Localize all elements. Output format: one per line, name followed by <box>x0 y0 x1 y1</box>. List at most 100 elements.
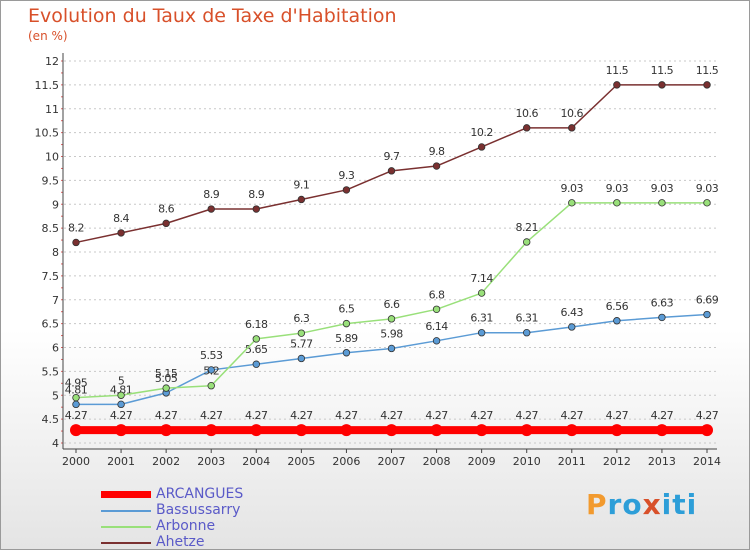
data-point <box>477 328 486 337</box>
data-label: 8.6 <box>158 202 174 215</box>
data-label: 4.81 <box>110 383 133 396</box>
data-point <box>207 382 215 390</box>
data-point <box>703 81 711 89</box>
data-label: 4.27 <box>515 409 538 422</box>
data-point <box>613 81 621 89</box>
data-label: 4.27 <box>470 409 493 422</box>
y-tick-label: 4 <box>52 437 59 450</box>
y-tick-label: 9.5 <box>42 174 60 187</box>
data-point <box>117 391 125 399</box>
data-point <box>207 205 215 213</box>
data-point <box>568 199 576 207</box>
x-tick-label: 2014 <box>693 455 721 468</box>
x-tick-label: 2009 <box>468 455 496 468</box>
data-point <box>70 424 82 437</box>
data-point <box>117 400 125 409</box>
data-label: 6.3 <box>293 312 309 325</box>
logo-letter: r <box>607 488 623 521</box>
data-label: 4.27 <box>290 409 313 422</box>
y-tick-label: 11 <box>45 103 59 116</box>
data-label: 6.6 <box>384 298 400 311</box>
data-label: 5.53 <box>200 349 223 362</box>
data-point <box>297 195 306 204</box>
x-tick-label: 2005 <box>287 455 315 468</box>
legend-swatch <box>101 542 151 544</box>
data-label: 6.8 <box>429 288 445 301</box>
data-label: 4.81 <box>65 383 88 396</box>
data-point <box>72 238 80 247</box>
data-point <box>432 305 441 313</box>
y-tick-label: 8.5 <box>42 222 60 235</box>
y-tick-label: 10 <box>45 151 59 164</box>
data-label: 4.27 <box>155 409 178 422</box>
data-point <box>475 424 488 437</box>
x-tick-label: 2000 <box>62 455 90 468</box>
data-point <box>72 400 80 409</box>
data-point <box>252 335 260 343</box>
logo-letter: o <box>622 488 643 521</box>
data-point <box>565 424 578 437</box>
data-point <box>297 329 306 337</box>
data-label: 6.31 <box>515 312 538 325</box>
data-label: 4.27 <box>335 409 358 422</box>
data-label: 6.43 <box>561 306 584 319</box>
data-point <box>655 424 668 437</box>
data-label: 6.14 <box>425 320 448 333</box>
logo-letter: i <box>686 488 698 521</box>
legend-swatch <box>101 526 151 528</box>
data-label: 8.2 <box>68 221 84 234</box>
data-label: 4.27 <box>245 409 268 422</box>
data-label: 9.8 <box>429 145 445 158</box>
series-layer: 4.27 4.27 4.27 4.27 4.27 4.27 4.27 4.27 4.27 4.27… <box>65 64 719 437</box>
data-point <box>387 344 396 353</box>
series-bassussarry: 4.81 4.81 5.05 5.53 5.65 5.77 5.89 5.98 6.14 6.31… <box>65 294 719 409</box>
data-point <box>701 424 713 437</box>
chart-axes: 4 4.5 5 5.5 6 6.5 7 7.5 8 8.5 9 9.5 10 10.5 11 11.5 12 20… <box>35 53 721 468</box>
data-label: 5.15 <box>155 367 178 380</box>
data-label: 5.77 <box>290 337 313 350</box>
data-label: 11.5 <box>651 64 674 77</box>
data-label: 5.05 <box>155 372 178 385</box>
data-label: 8.4 <box>113 212 129 225</box>
data-label: 10.6 <box>561 107 584 120</box>
logo-letter: i <box>661 488 673 521</box>
series-arcangues: 4.27 4.27 4.27 4.27 4.27 4.27 4.27 4.27 4.27 4.27… <box>65 409 719 437</box>
y-tick-label: 6 <box>52 342 59 355</box>
data-label: 4.27 <box>110 409 133 422</box>
data-point <box>250 424 263 437</box>
legend-label: ARCANGUES <box>156 486 244 502</box>
data-point <box>703 199 711 207</box>
data-label: 5.98 <box>380 327 403 340</box>
data-label: 4.27 <box>696 409 719 422</box>
data-point <box>72 393 80 402</box>
logo-letter: t <box>672 488 687 521</box>
data-label: 4.27 <box>425 409 448 422</box>
data-point <box>342 349 351 357</box>
data-label: 4.27 <box>65 409 88 422</box>
y-tick-label: 6.5 <box>42 318 60 331</box>
data-point <box>342 186 351 194</box>
data-point <box>568 124 576 132</box>
data-label: 5.2 <box>203 365 219 378</box>
y-tick-label: 8 <box>52 246 59 259</box>
data-point <box>162 384 170 392</box>
data-point <box>613 199 621 207</box>
data-label: 8.21 <box>515 221 538 234</box>
data-point <box>207 366 215 374</box>
data-label: 9.03 <box>651 182 674 195</box>
legend-swatch <box>101 510 151 512</box>
y-tick-label: 11.5 <box>35 79 60 92</box>
data-point <box>342 319 351 328</box>
x-tick-label: 2004 <box>242 455 270 468</box>
x-tick-label: 2008 <box>423 455 451 468</box>
logo-letter: x <box>642 488 662 521</box>
data-label: 9.03 <box>561 182 584 195</box>
data-point <box>430 424 443 437</box>
legend-label: Ahetze <box>156 534 205 550</box>
data-label: 4.27 <box>561 409 584 422</box>
data-label: 4.95 <box>65 377 88 390</box>
legend-swatch <box>101 491 151 498</box>
data-label: 5.89 <box>335 332 358 345</box>
data-label: 8.9 <box>203 188 219 201</box>
